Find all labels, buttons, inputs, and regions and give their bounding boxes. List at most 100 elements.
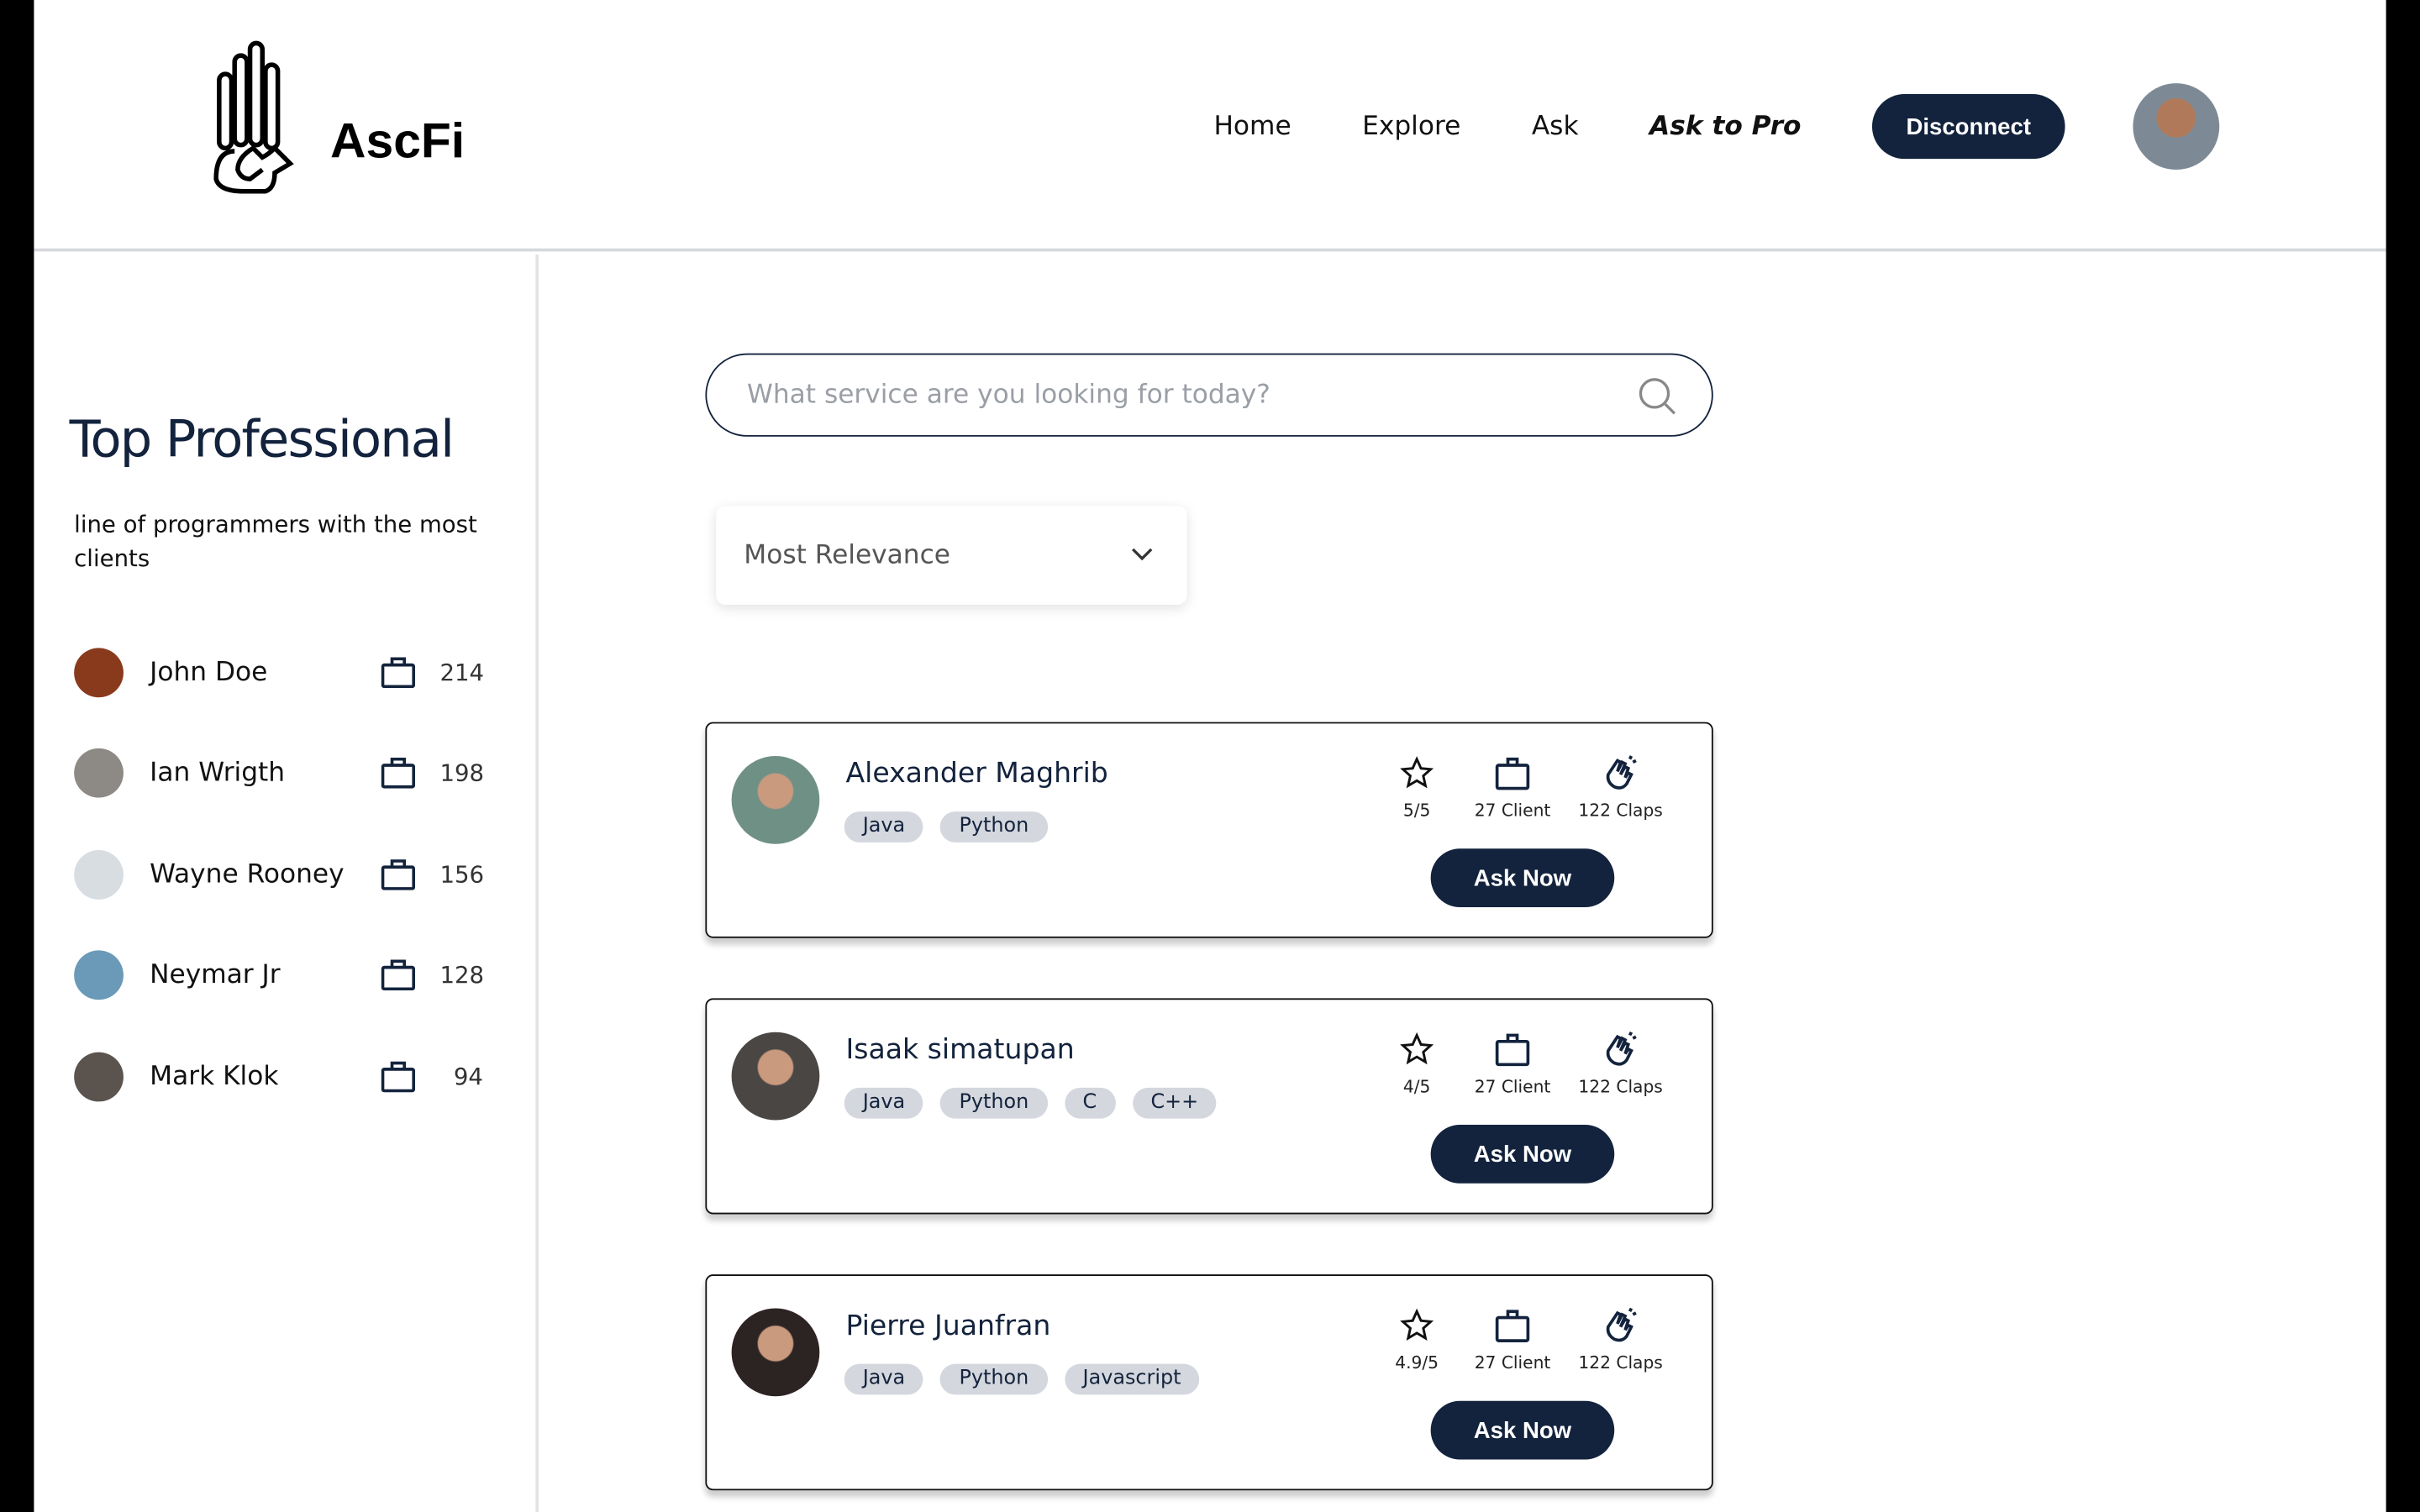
client-count: 94 <box>453 1063 483 1091</box>
stats: 4.9/5 27 Client 122 Claps <box>1386 1307 1688 1373</box>
nav-explore[interactable]: Explore <box>1362 111 1461 142</box>
avatar <box>731 756 820 844</box>
avatar <box>74 1052 124 1101</box>
avatar <box>74 950 124 1000</box>
claps-value: 122 Claps <box>1578 801 1663 822</box>
client-stat: 27 Client <box>1472 1031 1553 1097</box>
skill-tag: Python <box>940 1087 1048 1119</box>
ask-now-button[interactable]: Ask Now <box>1430 1400 1615 1460</box>
user-avatar[interactable] <box>2133 83 2220 171</box>
top-professional-list: John Doe 214 Ian Wrigth 198 Wayne Rooney 156 N… <box>74 622 491 1127</box>
professional-name: Mark Klok <box>150 1061 279 1092</box>
search-input[interactable] <box>746 379 1612 411</box>
sidebar: Top Professional line of programmers wit… <box>34 255 539 1512</box>
skill-tags: Java Python C C++ <box>844 1087 1246 1119</box>
professional-item[interactable]: Mark Klok 94 <box>74 1026 491 1126</box>
professional-card: Alexander Maghrib Java Python 5/5 27 Clie… <box>705 722 1713 938</box>
professional-item[interactable]: Wayne Rooney 156 <box>74 824 491 925</box>
rating-stat: 4/5 <box>1386 1031 1447 1097</box>
stats: 4/5 27 Client 122 Claps <box>1386 1031 1688 1097</box>
client-value: 27 Client <box>1474 1352 1551 1373</box>
skill-tag: Java <box>844 1087 924 1119</box>
rating-value: 4.9/5 <box>1395 1352 1439 1373</box>
star-icon <box>1400 1032 1434 1065</box>
client-stat: 27 Client <box>1472 1307 1553 1373</box>
sidebar-subtitle: line of programmers with the most client… <box>74 510 477 573</box>
ask-now-button[interactable]: Ask Now <box>1430 1124 1615 1184</box>
ask-now-button[interactable]: Ask Now <box>1430 848 1615 908</box>
professional-name[interactable]: Pierre Juanfran <box>845 1310 1051 1342</box>
rating-value: 5/5 <box>1402 801 1431 822</box>
briefcase-icon <box>381 858 416 890</box>
skill-tag: C <box>1064 1087 1116 1119</box>
claps-stat: 122 Claps <box>1577 754 1664 821</box>
stats: 5/5 27 Client 122 Claps <box>1386 754 1688 821</box>
claps-stat: 122 Claps <box>1577 1031 1664 1097</box>
professional-name: Ian Wrigth <box>150 758 286 790</box>
skill-tag: Python <box>940 1363 1048 1395</box>
nav-ask-to-pro[interactable]: Ask to Pro <box>1649 111 1802 142</box>
client-stat: 27 Client <box>1472 754 1553 821</box>
star-icon <box>1400 1308 1434 1341</box>
rating-value: 4/5 <box>1402 1077 1431 1097</box>
rating-stat: 5/5 <box>1386 754 1447 821</box>
client-count: 156 <box>439 860 485 889</box>
sort-selected: Most Relevance <box>744 539 950 571</box>
client-count: 128 <box>439 961 485 990</box>
rating-stat: 4.9/5 <box>1386 1307 1447 1373</box>
sidebar-title: Top Professional <box>69 408 455 470</box>
header: AscFi Home Explore Ask Ask to Pro Discon… <box>34 0 2386 252</box>
skill-tag: C++ <box>1132 1087 1218 1119</box>
skill-tags: Java Python <box>844 811 1246 843</box>
briefcase-icon <box>381 656 416 688</box>
chevron-down-icon <box>1131 548 1153 561</box>
claps-value: 122 Claps <box>1578 1077 1663 1097</box>
avatar <box>731 1308 820 1397</box>
client-value: 27 Client <box>1474 1077 1551 1097</box>
hand-logo-icon <box>213 40 294 194</box>
skill-tag: Javascript <box>1064 1363 1200 1395</box>
avatar <box>74 647 124 697</box>
professional-card: Pierre Juanfran Java Python Javascript 4.9… <box>705 1274 1713 1491</box>
professional-name: Neymar Jr <box>150 959 281 991</box>
professional-card: Isaak simatupan Java Python C C++ 4/5 27 Cl… <box>705 998 1713 1215</box>
professional-item[interactable]: Ian Wrigth 198 <box>74 723 491 824</box>
professional-item[interactable]: Neymar Jr 128 <box>74 925 491 1026</box>
professional-name: Wayne Rooney <box>150 858 345 890</box>
claps-value: 122 Claps <box>1578 1352 1663 1373</box>
briefcase-icon <box>381 959 416 991</box>
client-count: 214 <box>439 658 485 686</box>
main-nav: Home Explore Ask Ask to Pro Disconnect <box>1213 83 2386 171</box>
logo-text: AscFi <box>330 113 466 169</box>
sort-dropdown[interactable]: Most Relevance <box>716 506 1186 605</box>
professional-name[interactable]: Isaak simatupan <box>845 1033 1075 1067</box>
briefcase-icon <box>1495 1033 1530 1067</box>
search-icon[interactable] <box>1638 376 1678 417</box>
clap-icon <box>1606 1031 1637 1066</box>
avatar <box>731 1032 820 1121</box>
skill-tag: Java <box>844 1363 924 1395</box>
nav-ask[interactable]: Ask <box>1531 111 1579 142</box>
briefcase-icon <box>381 758 416 790</box>
briefcase-icon <box>381 1061 416 1092</box>
claps-stat: 122 Claps <box>1577 1307 1664 1373</box>
search-bar[interactable] <box>705 353 1713 437</box>
disconnect-button[interactable]: Disconnect <box>1871 94 2065 160</box>
client-value: 27 Client <box>1474 801 1551 822</box>
skill-tag: Java <box>844 811 924 843</box>
client-count: 198 <box>439 759 485 788</box>
avatar <box>74 748 124 799</box>
briefcase-icon <box>1495 757 1530 790</box>
clap-icon <box>1606 1307 1637 1342</box>
skill-tags: Java Python Javascript <box>844 1363 1246 1395</box>
avatar <box>74 849 124 900</box>
nav-home[interactable]: Home <box>1213 111 1292 142</box>
briefcase-icon <box>1495 1310 1530 1342</box>
professional-name: John Doe <box>150 656 268 688</box>
professional-name[interactable]: Alexander Maghrib <box>845 757 1108 790</box>
logo[interactable]: AscFi <box>213 40 465 195</box>
clap-icon <box>1606 755 1637 790</box>
professional-item[interactable]: John Doe 214 <box>74 622 491 722</box>
skill-tag: Python <box>940 811 1048 843</box>
star-icon <box>1400 756 1434 789</box>
